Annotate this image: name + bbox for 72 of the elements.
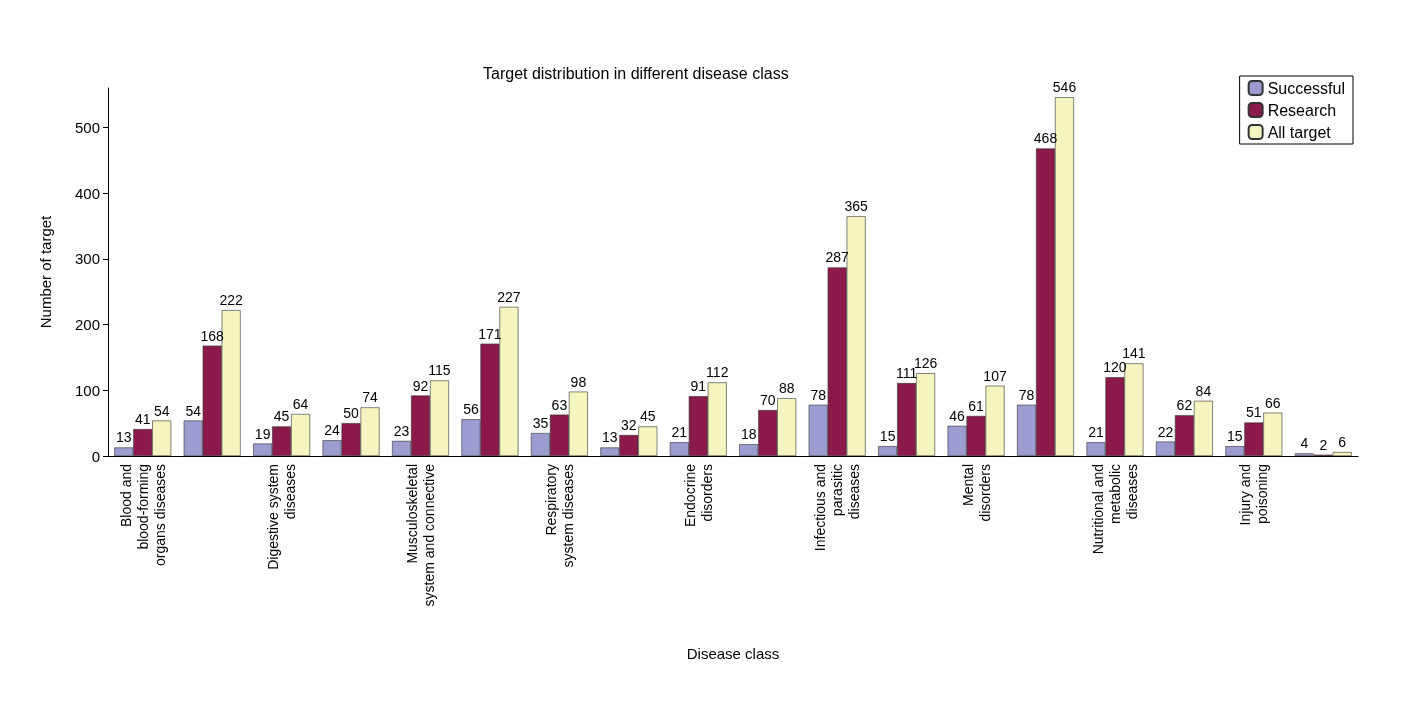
- y-tick-label: 500: [74, 118, 100, 136]
- data-label: 13: [602, 429, 618, 446]
- data-label: 41: [134, 411, 151, 428]
- x-tick-label: Nutritional and metabolic diseases: [1089, 464, 1140, 555]
- legend-label: Research: [1267, 101, 1337, 119]
- data-label: 23: [393, 422, 410, 439]
- data-label: 107: [983, 367, 1007, 384]
- data-label: 45: [640, 408, 656, 425]
- data-label: 2: [1319, 436, 1328, 453]
- data-label: 70: [759, 392, 776, 408]
- data-label: 15: [879, 428, 896, 445]
- data-label: 227: [497, 288, 521, 305]
- x-tick-label: Digestive system diseases: [265, 464, 299, 570]
- data-label: 32: [621, 416, 637, 433]
- data-label: 222: [219, 292, 244, 309]
- data-label: 50: [343, 405, 360, 422]
- data-label: 98: [570, 373, 587, 390]
- x-tick-label: Respiratory system diseases: [542, 464, 576, 568]
- data-label: 56: [463, 401, 479, 418]
- data-label: 13: [115, 429, 132, 446]
- data-label: 468: [1033, 130, 1058, 147]
- data-label: 66: [1265, 394, 1281, 411]
- data-label: 168: [200, 327, 225, 344]
- y-tick-label: 100: [74, 381, 100, 399]
- data-label: 54: [185, 402, 202, 419]
- data-label: 365: [844, 198, 869, 215]
- data-label: 115: [428, 362, 451, 379]
- x-tick-label: Injury and poisoning: [1237, 464, 1271, 526]
- data-label: 171: [478, 325, 502, 342]
- data-label: 74: [362, 389, 379, 406]
- legend-label: Successful: [1267, 79, 1346, 97]
- x-tick-label: Mental disorders: [959, 464, 993, 522]
- y-axis-title: Number of target: [37, 214, 54, 329]
- data-label: 92: [412, 377, 429, 394]
- data-label: 91: [690, 378, 707, 395]
- data-label: 112: [706, 364, 729, 381]
- data-label: 61: [968, 397, 985, 414]
- x-axis-title: Disease class: [686, 645, 780, 662]
- data-label: 287: [825, 249, 850, 266]
- data-label: 21: [1088, 424, 1104, 441]
- x-tick-label: Blood and blood-forming organs diseases: [117, 464, 168, 566]
- data-label: 62: [1176, 397, 1193, 414]
- data-label: 19: [254, 425, 271, 442]
- x-tick-label: Infectious and parasitic diseases: [812, 464, 863, 552]
- data-label: 4: [1300, 435, 1309, 452]
- data-label: 21: [671, 424, 688, 441]
- y-tick-label: 200: [74, 316, 100, 334]
- data-label: 24: [324, 422, 341, 439]
- data-label: 78: [810, 386, 827, 403]
- x-tick-label: Endocrine disorders: [681, 463, 715, 528]
- data-label: 64: [292, 395, 309, 412]
- data-label: 46: [949, 407, 966, 424]
- data-label: 54: [153, 402, 170, 419]
- data-label: 88: [778, 380, 795, 397]
- data-label: 546: [1052, 79, 1077, 96]
- data-label: 84: [1195, 382, 1212, 399]
- data-label: 120: [1103, 359, 1127, 376]
- data-label: 63: [551, 396, 568, 413]
- y-tick-label: 300: [74, 250, 100, 268]
- data-label: 51: [1246, 404, 1262, 421]
- chart-title: Target distribution in different disease class: [483, 64, 789, 82]
- data-label: 22: [1157, 423, 1174, 440]
- legend-label: All target: [1267, 123, 1332, 141]
- data-label: 78: [1018, 386, 1035, 403]
- data-label: 35: [532, 415, 549, 431]
- y-tick-label: 0: [91, 447, 100, 465]
- data-label: 15: [1227, 428, 1243, 445]
- y-tick-label: 400: [74, 184, 100, 202]
- data-label: 141: [1122, 345, 1146, 362]
- data-label: 45: [273, 408, 290, 425]
- data-label: 18: [740, 426, 757, 443]
- data-label: 6: [1338, 434, 1347, 451]
